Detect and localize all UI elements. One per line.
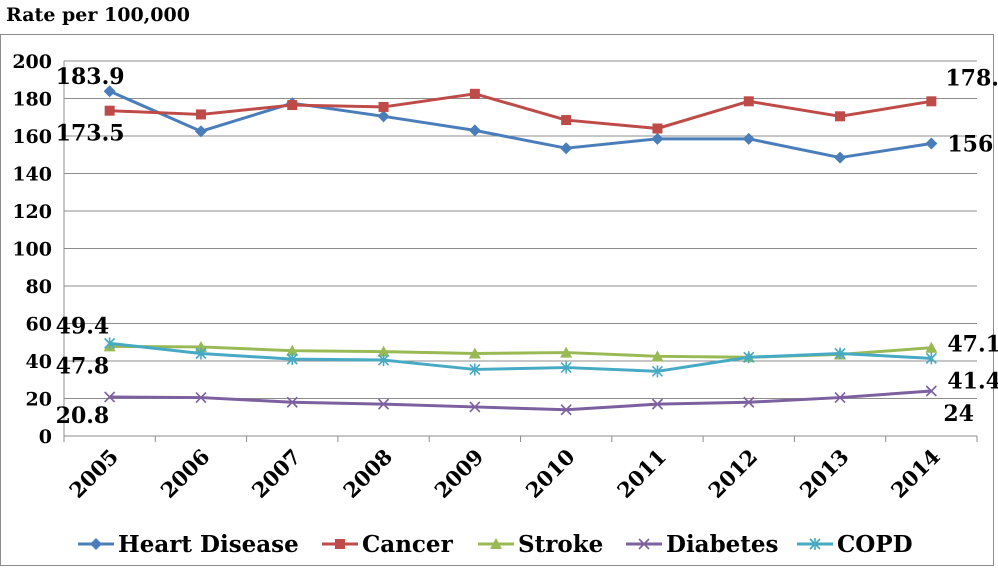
point-heart-disease-2013 xyxy=(834,151,847,164)
point-heart-disease-2014 xyxy=(925,137,938,150)
point-diabetes-2006 xyxy=(195,391,207,404)
point-diabetes-2010 xyxy=(560,404,572,416)
series-line-heart-disease xyxy=(109,89,932,160)
data-label-heart-disease-2014: 156 xyxy=(947,132,993,158)
legend-marker-diabetes xyxy=(638,538,650,550)
point-diabetes-2007 xyxy=(286,396,298,408)
x-tick-label-2014: 2014 xyxy=(886,444,945,503)
point-heart-disease-2006 xyxy=(194,125,207,138)
point-heart-disease-2011 xyxy=(651,132,664,145)
point-cancer-2011 xyxy=(652,123,663,134)
point-stroke-2011 xyxy=(651,350,664,362)
point-copd-2009 xyxy=(469,363,481,376)
point-heart-disease-2005 xyxy=(103,85,116,98)
series-line-cancer xyxy=(109,92,932,130)
point-heart-disease-2009 xyxy=(468,124,481,137)
point-diabetes-2014 xyxy=(925,385,937,397)
data-label-cancer-2005: 173.5 xyxy=(56,121,125,147)
y-tick-label-0: 0 xyxy=(39,426,52,448)
x-tick-label-2009: 2009 xyxy=(429,444,488,503)
point-copd-2007 xyxy=(286,353,298,366)
series-line-copd xyxy=(109,341,932,373)
point-copd-2013 xyxy=(834,347,846,360)
legend-marker-copd xyxy=(809,538,821,550)
legend-label-heart-disease: Heart Disease xyxy=(118,531,299,558)
point-diabetes-2013 xyxy=(834,391,846,404)
point-copd-2006 xyxy=(195,347,207,360)
y-tick-label-160: 160 xyxy=(12,126,52,148)
point-copd-2010 xyxy=(560,361,572,374)
data-label-stroke-2005: 47.8 xyxy=(56,353,110,379)
data-label-copd-2005: 49.4 xyxy=(56,313,110,339)
point-heart-disease-2008 xyxy=(377,110,390,123)
point-copd-2014 xyxy=(925,352,937,365)
data-label-stroke-2014: 47.1 xyxy=(947,332,998,358)
point-cancer-2009 xyxy=(469,88,480,99)
legend-marker-heart-disease xyxy=(90,538,102,550)
point-copd-2011 xyxy=(651,365,664,378)
x-tick-label-2008: 2008 xyxy=(338,444,397,503)
point-heart-disease-2012 xyxy=(742,132,755,145)
point-diabetes-2008 xyxy=(377,398,390,410)
chart-frame xyxy=(0,34,994,566)
y-tick-label-80: 80 xyxy=(26,276,52,298)
point-diabetes-2009 xyxy=(469,401,481,413)
data-label-heart-disease-2005: 183.9 xyxy=(56,64,125,90)
y-tick-label-140: 140 xyxy=(12,164,52,186)
data-label-diabetes-2014: 24 xyxy=(943,401,974,427)
point-copd-2008 xyxy=(377,354,390,367)
point-copd-2005 xyxy=(104,337,116,350)
y-tick-label-60: 60 xyxy=(26,314,52,336)
point-cancer-2008 xyxy=(378,101,389,112)
data-label-copd-2014: 41.4 xyxy=(947,368,998,394)
point-diabetes-2011 xyxy=(651,398,664,410)
point-diabetes-2005 xyxy=(104,391,116,403)
series-line-diabetes xyxy=(109,389,932,412)
x-tick-label-2011: 2011 xyxy=(612,444,671,503)
x-tick-label-2013: 2013 xyxy=(795,444,854,503)
point-stroke-2007 xyxy=(286,344,299,356)
x-tick-label-2007: 2007 xyxy=(247,444,306,503)
y-axis-title: Rate per 100,000 xyxy=(6,4,190,26)
point-copd-2012 xyxy=(743,351,755,364)
data-label-diabetes-2005: 20.8 xyxy=(56,403,110,429)
legend-marker-cancer xyxy=(335,539,345,549)
x-tick-label-2010: 2010 xyxy=(521,444,580,503)
legend-label-cancer: Cancer xyxy=(362,531,454,558)
y-tick-label-100: 100 xyxy=(12,239,52,261)
data-label-cancer-2014: 178.5 xyxy=(945,65,998,91)
point-heart-disease-2010 xyxy=(560,142,573,155)
point-stroke-2010 xyxy=(560,346,573,358)
legend-label-stroke: Stroke xyxy=(518,531,603,558)
point-cancer-2005 xyxy=(104,105,115,116)
point-stroke-2006 xyxy=(194,340,207,352)
point-diabetes-2012 xyxy=(743,396,755,408)
point-cancer-2012 xyxy=(743,96,754,107)
y-tick-label-20: 20 xyxy=(26,389,52,411)
point-cancer-2006 xyxy=(195,109,206,120)
y-tick-label-120: 120 xyxy=(12,201,52,223)
point-stroke-2009 xyxy=(468,347,481,359)
x-tick-label-2012: 2012 xyxy=(703,444,762,503)
legend-label-copd: COPD xyxy=(837,531,913,558)
y-tick-label-40: 40 xyxy=(26,351,52,373)
legend-marker-stroke xyxy=(490,538,502,549)
point-cancer-2013 xyxy=(835,111,846,122)
y-tick-label-180: 180 xyxy=(12,89,52,111)
x-tick-label-2005: 2005 xyxy=(64,444,123,503)
point-cancer-2014 xyxy=(926,96,937,107)
point-stroke-2008 xyxy=(377,345,390,357)
legend-label-diabetes: Diabetes xyxy=(666,531,779,558)
point-cancer-2010 xyxy=(561,115,572,126)
y-tick-label-200: 200 xyxy=(12,51,52,73)
point-stroke-2014 xyxy=(925,341,938,353)
x-tick-label-2006: 2006 xyxy=(155,444,214,503)
point-cancer-2007 xyxy=(287,100,298,111)
